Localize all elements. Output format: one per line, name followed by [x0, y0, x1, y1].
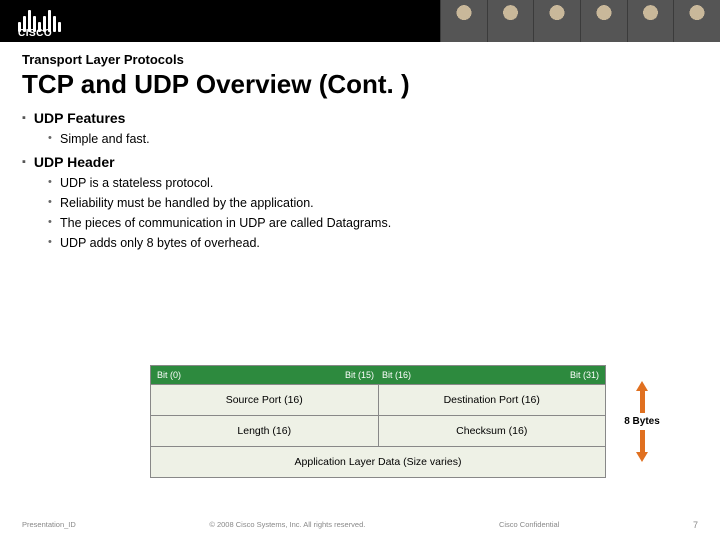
bit-label: Bit (31)	[415, 370, 599, 380]
section-heading-udp-header: UDP Header	[22, 154, 698, 170]
slide-subtitle: Transport Layer Protocols	[22, 52, 698, 67]
header-photo-strip	[440, 0, 720, 42]
bullet-item: Simple and fast.	[48, 132, 698, 146]
field-app-data: Application Layer Data (Size varies)	[151, 446, 605, 477]
udp-header-diagram: Bit (0) Bit (15) Bit (16) Bit (31) Sourc…	[150, 358, 672, 484]
bullet-item: Reliability must be handled by the appli…	[48, 196, 698, 210]
footer-copyright: © 2008 Cisco Systems, Inc. All rights re…	[209, 520, 365, 530]
field-length: Length (16)	[151, 416, 378, 446]
bit-label: Bit (0)	[157, 370, 341, 380]
field-dest-port: Destination Port (16)	[378, 385, 606, 415]
bullets-udp-header: UDP is a stateless protocol. Reliability…	[48, 176, 698, 250]
bit-label-row: Bit (0) Bit (15) Bit (16) Bit (31)	[151, 366, 605, 384]
bullet-item: UDP is a stateless protocol.	[48, 176, 698, 190]
footer-confidential: Cisco Confidential	[499, 520, 559, 530]
brace-label: 8 Bytes	[624, 416, 660, 427]
slide-content: Transport Layer Protocols TCP and UDP Ov…	[0, 42, 720, 250]
size-brace: 8 Bytes	[612, 378, 672, 464]
arrow-up-icon	[636, 381, 648, 391]
bit-label: Bit (15)	[341, 370, 378, 380]
logo-text: CISCO	[0, 28, 61, 39]
bit-label: Bit (16)	[378, 370, 415, 380]
arrow-down-icon	[636, 452, 648, 462]
footer-page-number: 7	[693, 520, 698, 530]
field-checksum: Checksum (16)	[378, 416, 606, 446]
bullets-udp-features: Simple and fast.	[48, 132, 698, 146]
field-source-port: Source Port (16)	[151, 385, 378, 415]
section-heading-udp-features: UDP Features	[22, 110, 698, 126]
slide-title: TCP and UDP Overview (Cont. )	[22, 69, 698, 100]
diagram-table: Bit (0) Bit (15) Bit (16) Bit (31) Sourc…	[150, 365, 606, 478]
bullet-item: UDP adds only 8 bytes of overhead.	[48, 236, 698, 250]
header-row: Source Port (16) Destination Port (16)	[151, 384, 605, 415]
slide-footer: Presentation_ID © 2008 Cisco Systems, In…	[0, 520, 720, 530]
bullet-item: The pieces of communication in UDP are c…	[48, 216, 698, 230]
footer-presentation-id: Presentation_ID	[22, 520, 76, 530]
logo-block: CISCO	[0, 4, 61, 39]
top-bar: CISCO	[0, 0, 720, 42]
header-row: Length (16) Checksum (16)	[151, 415, 605, 446]
